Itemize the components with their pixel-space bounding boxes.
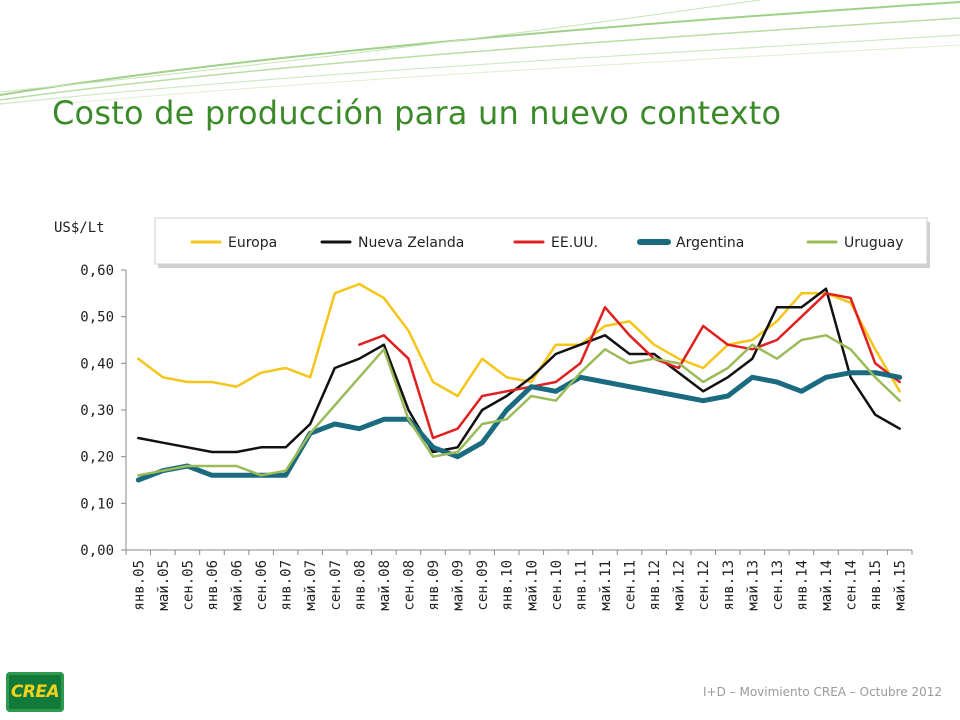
x-tick-label: сен.07: [328, 560, 344, 611]
x-tick-label: янв.12: [647, 560, 663, 611]
x-tick-label: сен.09: [475, 560, 491, 611]
x-tick-label: май.12: [672, 560, 688, 611]
x-tick-label: сен.13: [770, 560, 786, 611]
x-tick-label: май.09: [451, 560, 467, 611]
x-tick-label: май.11: [598, 560, 614, 611]
x-tick-label: сен.05: [180, 560, 196, 611]
x-tick-label: сен.10: [549, 560, 565, 611]
series-line-ee-uu: [358, 292, 901, 440]
x-tick-label: янв.10: [500, 560, 516, 611]
series-line-europa: [137, 282, 901, 398]
x-tick-label: янв.05: [131, 560, 147, 611]
y-tick-label: 0,40: [80, 356, 114, 372]
series-line-nueva-zelanda: [137, 287, 901, 454]
x-tick-label: сен.14: [844, 560, 860, 611]
x-tick-label: май.05: [156, 560, 172, 611]
chart-legend: Europa Nueva Zelanda EE.UU. Argentina Urugua…: [154, 217, 930, 268]
y-tick-label: 0,60: [80, 263, 114, 279]
x-tick-label: сен.11: [623, 560, 639, 611]
x-tick-label: янв.14: [794, 560, 810, 611]
x-tick-label: май.06: [230, 560, 246, 611]
slide-title: Costo de producción para un nuevo contex…: [52, 94, 782, 132]
x-tick-label: май.08: [377, 560, 393, 611]
x-tick-label: янв.09: [426, 560, 442, 611]
crea-logo: CREA: [6, 672, 64, 712]
y-tick-label: 0,20: [80, 450, 114, 466]
chart-series: [135, 282, 903, 483]
y-tick-label: 0,30: [80, 403, 114, 419]
x-tick-label: янв.15: [868, 560, 884, 611]
footer-text: I+D – Movimiento CREA – Octubre 2012: [703, 685, 942, 699]
y-tick-label: 0,00: [80, 543, 114, 559]
legend-label: Nueva Zelanda: [358, 235, 464, 251]
legend-label: Argentina: [676, 235, 744, 251]
y-axis-label: US$/Lt: [54, 220, 105, 236]
x-tick-label: май.07: [303, 560, 319, 611]
x-axis: янв.05 май.05 сен.05 янв.06 май.06 сен.06 янв.…: [125, 549, 913, 611]
x-tick-label: янв.06: [205, 560, 221, 611]
legend-label: Europa: [228, 235, 277, 251]
legend-label: Uruguay: [844, 235, 904, 251]
series-line-uruguay: [137, 334, 901, 477]
x-tick-label: янв.13: [721, 560, 737, 611]
x-tick-label: сен.08: [401, 560, 417, 611]
x-tick-label: янв.07: [279, 560, 295, 611]
x-tick-label: май.15: [893, 560, 909, 611]
y-tick-label: 0,10: [80, 496, 114, 512]
x-tick-label: янв.11: [573, 560, 589, 611]
x-tick-label: янв.08: [352, 560, 368, 611]
x-tick-label: май.13: [745, 560, 761, 611]
y-axis: 0,00 0,10 0,20 0,30 0,40 0,50 0,60: [80, 263, 127, 559]
y-tick-label: 0,50: [80, 310, 114, 326]
x-tick-label: май.14: [819, 560, 835, 611]
x-tick-label: сен.12: [696, 560, 712, 611]
x-tick-label: сен.06: [254, 560, 270, 611]
legend-label: EE.UU.: [551, 235, 598, 251]
x-tick-label: май.10: [524, 560, 540, 611]
